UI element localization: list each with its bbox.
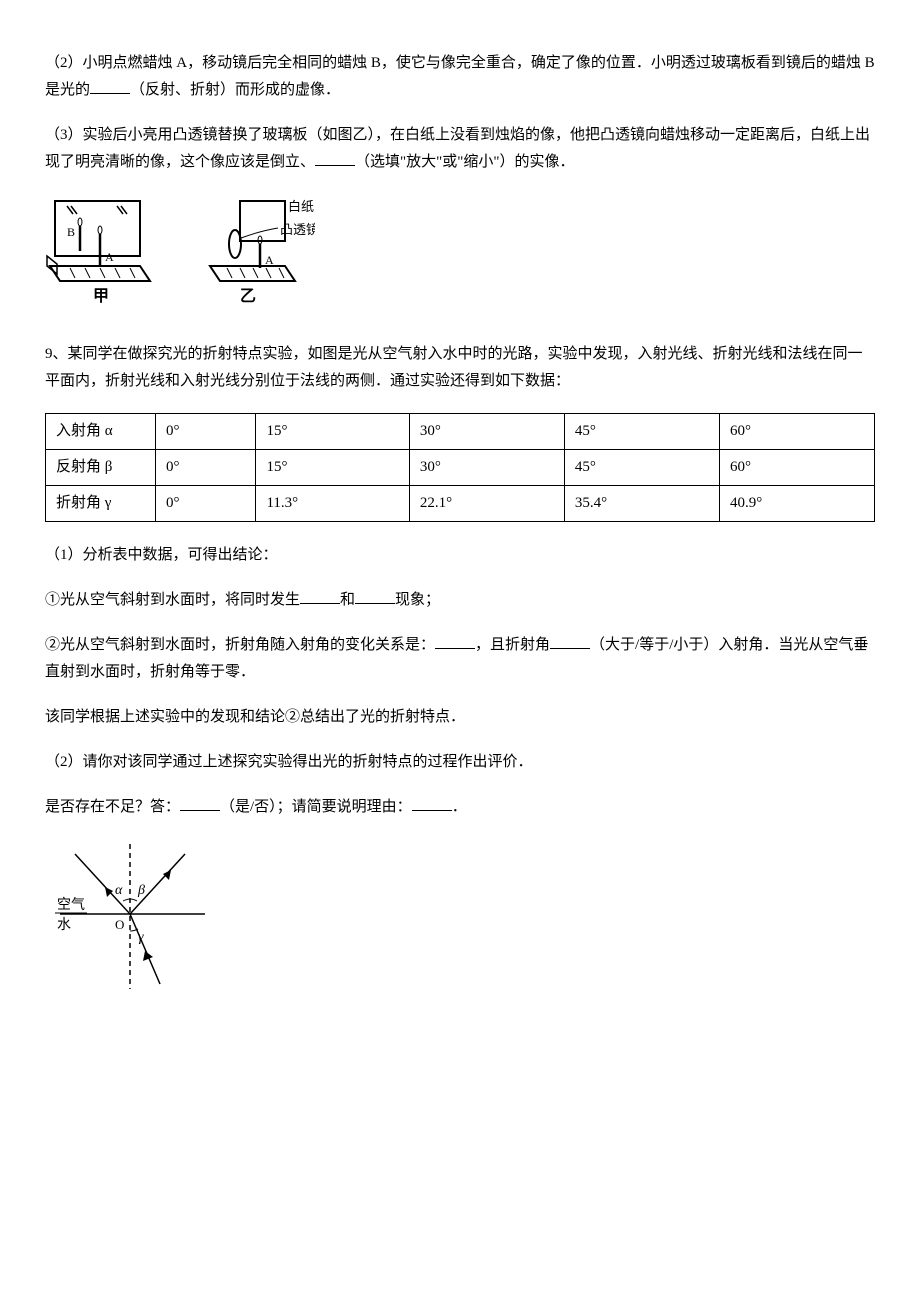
q3-text-b: （选填"放大"或"缩小"）的实像． bbox=[355, 154, 575, 170]
q9-blank-5 bbox=[180, 796, 220, 811]
q2-text-b: （反射、折射）而形成的虚像． bbox=[130, 82, 340, 98]
q9-p1-sum: 该同学根据上述实验中的发现和结论②总结出了光的折射特点． bbox=[45, 704, 875, 731]
fig1-label-paper: 白纸 bbox=[288, 199, 314, 214]
table-cell: 15° bbox=[256, 450, 409, 486]
fig1-label-right: 乙 bbox=[240, 288, 256, 305]
figure-yi: 白纸 凸透镜 A 乙 bbox=[185, 196, 315, 316]
figure-jia: B A 甲 bbox=[45, 196, 155, 316]
refraction-svg: α β γ 空气 水 O bbox=[45, 839, 215, 999]
q9-blank-4 bbox=[550, 634, 590, 649]
label-o: O bbox=[115, 917, 124, 932]
figure-yi-svg: 白纸 凸透镜 A 乙 bbox=[185, 196, 315, 316]
table-cell: 折射角 γ bbox=[46, 486, 156, 522]
q2-blank bbox=[90, 79, 130, 94]
table-cell: 15° bbox=[256, 414, 409, 450]
q9-p1-1c: 现象； bbox=[395, 592, 440, 608]
table-cell: 反射角 β bbox=[46, 450, 156, 486]
label-b: B bbox=[67, 225, 75, 239]
q9-blank-3 bbox=[435, 634, 475, 649]
table-cell: 60° bbox=[719, 450, 874, 486]
label-a2: A bbox=[265, 253, 274, 267]
label-a: A bbox=[105, 250, 114, 264]
q9-p1-2: ②光从空气斜射到水面时，折射角随入射角的变化关系是：，且折射角（大于/等于/小于… bbox=[45, 632, 875, 686]
label-air: 空气 bbox=[57, 897, 85, 913]
q9-p1-1: ①光从空气斜射到水面时，将同时发生 和 现象； bbox=[45, 587, 875, 614]
table-cell: 30° bbox=[409, 414, 564, 450]
table-cell: 30° bbox=[409, 450, 564, 486]
q9-blank-6 bbox=[412, 796, 452, 811]
table-cell: 22.1° bbox=[409, 486, 564, 522]
figure-jia-svg: B A 甲 bbox=[45, 196, 155, 316]
label-gamma: γ bbox=[138, 930, 144, 945]
label-beta: β bbox=[137, 883, 145, 898]
q9-blank-2 bbox=[355, 589, 395, 604]
table-cell: 35.4° bbox=[564, 486, 719, 522]
table-cell: 11.3° bbox=[256, 486, 409, 522]
table-cell: 60° bbox=[719, 414, 874, 450]
q9-p2: （2）请你对该同学通过上述探究实验得出光的折射特点的过程作出评价． bbox=[45, 749, 875, 776]
q9-p1-1a: ①光从空气斜射到水面时，将同时发生 bbox=[45, 592, 300, 608]
q9-intro: 9、某同学在做探究光的折射特点实验，如图是光从空气射入水中时的光路，实验中发现，… bbox=[45, 341, 875, 395]
table-cell: 45° bbox=[564, 450, 719, 486]
table-cell: 40.9° bbox=[719, 486, 874, 522]
q9-p1-2b: ，且折射角 bbox=[475, 637, 550, 653]
q9-p2-q: 是否存在不足？答： （是/否）；请简要说明理由： ． bbox=[45, 794, 875, 821]
table-cell: 0° bbox=[156, 486, 256, 522]
table-row: 反射角 β 0° 15° 30° 45° 60° bbox=[46, 450, 875, 486]
question-2: （2）小明点燃蜡烛 A，移动镜后完全相同的蜡烛 B，使它与像完全重合，确定了像的… bbox=[45, 50, 875, 104]
q9-p2-qc: ． bbox=[452, 799, 467, 815]
table-cell: 0° bbox=[156, 414, 256, 450]
refraction-diagram: α β γ 空气 水 O bbox=[45, 839, 875, 1009]
question-3: （3）实验后小亮用凸透镜替换了玻璃板（如图乙），在白纸上没看到烛焰的像，他把凸透… bbox=[45, 122, 875, 176]
table-cell: 45° bbox=[564, 414, 719, 450]
q9-p2-qb: （是/否）；请简要说明理由： bbox=[220, 799, 412, 815]
q9-p1-1b: 和 bbox=[340, 592, 355, 608]
table-row: 折射角 γ 0° 11.3° 22.1° 35.4° 40.9° bbox=[46, 486, 875, 522]
label-water: 水 bbox=[57, 917, 71, 933]
table-row: 入射角 α 0° 15° 30° 45° 60° bbox=[46, 414, 875, 450]
data-table: 入射角 α 0° 15° 30° 45° 60° 反射角 β 0° 15° 30… bbox=[45, 413, 875, 522]
q9-p2-qa: 是否存在不足？答： bbox=[45, 799, 180, 815]
label-alpha: α bbox=[115, 883, 123, 898]
q9-p1-2a: ②光从空气斜射到水面时，折射角随入射角的变化关系是： bbox=[45, 637, 435, 653]
q9-blank-1 bbox=[300, 589, 340, 604]
table-cell: 入射角 α bbox=[46, 414, 156, 450]
q3-blank bbox=[315, 151, 355, 166]
table-cell: 0° bbox=[156, 450, 256, 486]
figure-row-1: B A 甲 白纸 凸透镜 A bbox=[45, 196, 875, 316]
fig1-label-lens: 凸透镜 bbox=[280, 222, 315, 237]
q9-p1: （1）分析表中数据，可得出结论： bbox=[45, 542, 875, 569]
fig1-label-left: 甲 bbox=[93, 287, 109, 305]
